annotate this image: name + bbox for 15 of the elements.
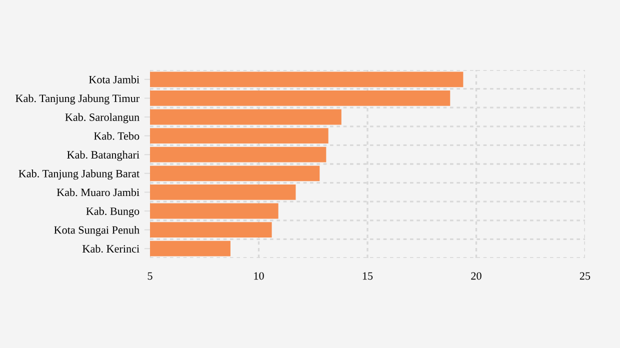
y-tick-label: Kab. Batanghari <box>67 150 140 161</box>
y-tick-label: Kab. Kerinci <box>82 244 140 253</box>
y-tick-label: Kab. Tanjung Jabung Barat <box>18 170 140 180</box>
y-tick-label: Kab. Muaro Jambi <box>56 188 140 196</box>
y-tick-label: Kota Jambi <box>88 76 140 84</box>
y-tick-label: Kota Sungai Penuh <box>54 226 140 236</box>
x-tick-label: 5 <box>148 272 152 280</box>
y-tick-label: Kab. Tebo <box>94 132 140 140</box>
y-tick-label: Kab. Bungo <box>86 207 140 218</box>
x-tick-label: 15 <box>362 272 373 280</box>
y-tick-label: Kab. Tanjung Jabung Timur <box>16 94 140 104</box>
y-tick-label: Kab. Sarolangun <box>65 113 140 124</box>
x-tick-label: 25 <box>580 272 590 280</box>
x-tick-label: 10 <box>254 272 264 280</box>
x-tick-label: 20 <box>471 272 482 280</box>
